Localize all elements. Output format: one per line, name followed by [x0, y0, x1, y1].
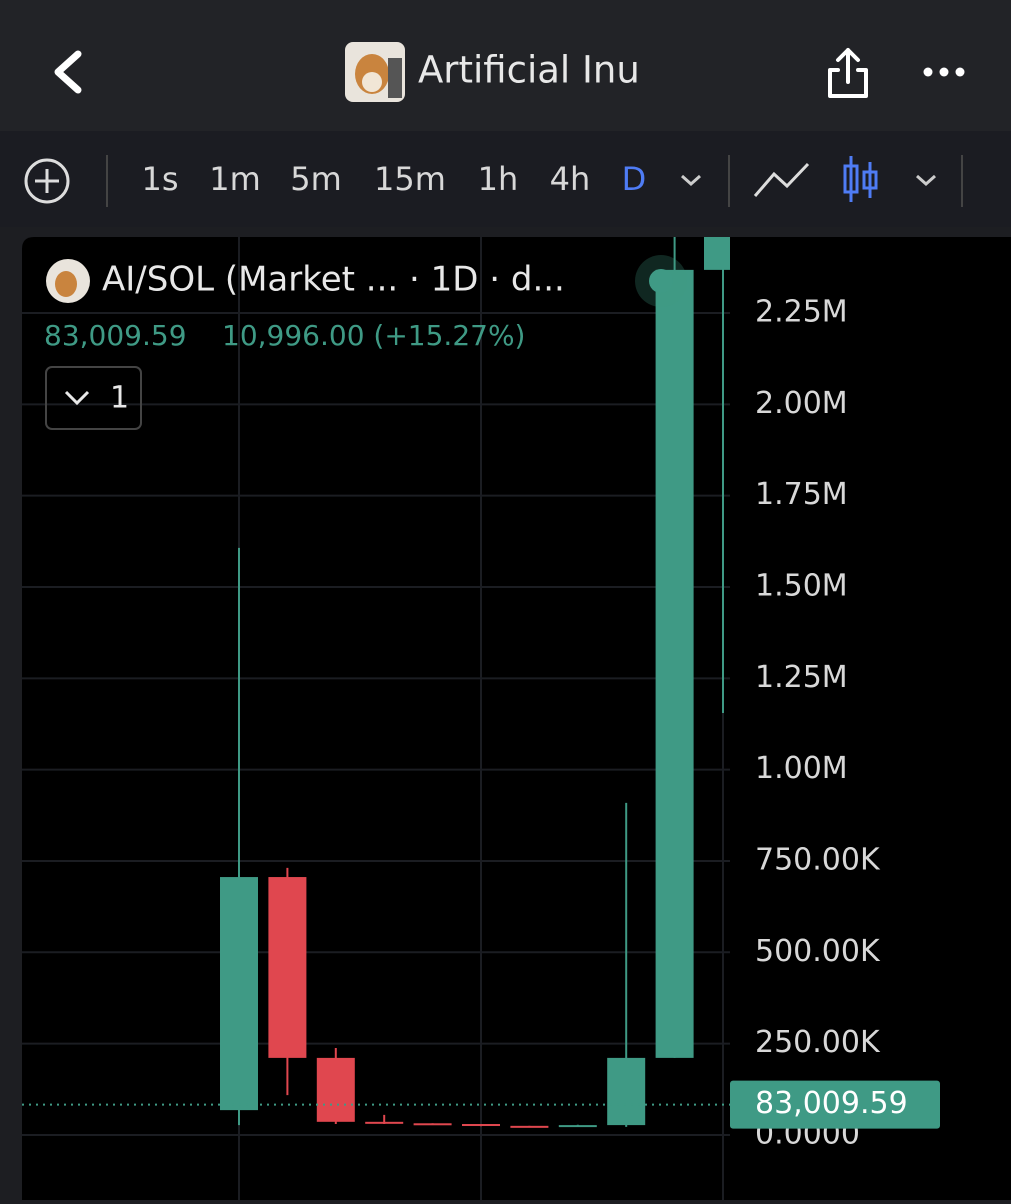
indicator-toggle[interactable] — [45, 366, 142, 430]
candle-body — [220, 877, 258, 1111]
y-tick-label: 1.75M — [755, 477, 848, 512]
candle-body — [316, 1057, 355, 1122]
more-button[interactable] — [923, 67, 965, 77]
interval-button[interactable]: 1s — [141, 160, 178, 198]
candle-body — [510, 1125, 549, 1128]
candle-body — [655, 269, 694, 1058]
chart-type-dropdown[interactable] — [916, 174, 936, 187]
token-avatar — [345, 42, 405, 102]
line-chart-button[interactable] — [753, 162, 810, 197]
y-tick-label: 1.50M — [755, 568, 848, 603]
y-tick-label: 2.25M — [755, 294, 848, 329]
indicator-chevron — [64, 390, 90, 406]
candles — [220, 237, 730, 1128]
live-indicator — [649, 269, 673, 293]
y-tick-label: 1.25M — [755, 660, 848, 695]
legend-close: 83,009.59 — [44, 319, 187, 352]
last-price: 83,009.59 — [22, 1080, 940, 1129]
y-tick-label: 500.00K — [755, 934, 881, 969]
add-button[interactable] — [24, 158, 70, 204]
legend-symbol: AI/SOL (Market ... · 1D · d... — [102, 260, 565, 300]
candle-body — [462, 1124, 500, 1127]
toolbar — [0, 131, 1011, 227]
y-tick-label: 2.00M — [755, 386, 848, 421]
candle-body — [365, 1121, 404, 1124]
y-tick-label: 250.00K — [755, 1025, 881, 1060]
interval-button[interactable]: 15m — [374, 160, 446, 198]
y-tick-label: 750.00K — [755, 842, 881, 877]
candle-chart-button[interactable] — [843, 156, 878, 202]
interval-button[interactable]: 4h — [550, 160, 591, 198]
price-axis: 0.0000250.00K500.00K750.00K1.00M1.25M1.5… — [755, 294, 881, 1151]
candle-body — [558, 1125, 597, 1128]
interval-button[interactable]: 1h — [478, 160, 519, 198]
chart-legend: AI/SOL (Market ... · 1D · d... 83,009.59… — [44, 255, 687, 430]
back-button[interactable] — [54, 50, 82, 94]
y-tick-label: 1.00M — [755, 751, 848, 786]
candle-body — [704, 237, 730, 270]
last-price-badge — [730, 1080, 940, 1129]
candle-body — [413, 1123, 452, 1126]
last-price-label: 83,009.59 — [755, 1086, 908, 1121]
top-bar — [0, 0, 1011, 131]
page-title: Artificial Inu — [418, 49, 640, 92]
share-button[interactable] — [828, 48, 868, 98]
interval-button[interactable]: D — [622, 160, 647, 198]
interval-button[interactable]: 5m — [290, 160, 342, 198]
interval-button[interactable]: 1m — [209, 160, 261, 198]
indicator-count: 1 — [110, 381, 129, 416]
candle-body — [268, 877, 307, 1058]
candle-body — [607, 1057, 646, 1126]
legend-change: 10,996.00 (+15.27%) — [222, 319, 525, 352]
interval-dropdown[interactable] — [681, 174, 701, 187]
legend-avatar-face — [55, 271, 77, 297]
